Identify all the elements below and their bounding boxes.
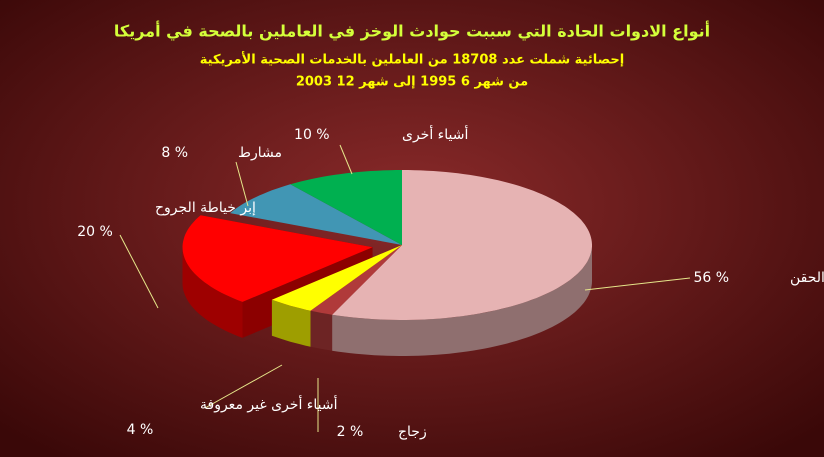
value-label: 4 % [127,422,154,438]
slice-side [332,245,592,356]
slice-label: إبر خياطة الجروح [155,200,256,216]
value-label: 8 % [161,145,188,161]
slice [290,170,402,245]
slice-label: زجاج [398,424,427,440]
slice-label: أشياء أخرى غير معروفة [200,395,338,413]
chart-subtitle: إحصائية شملت عدد 18708 من العاملين بالخد… [200,51,624,68]
slice-label: إبر الحقن [790,270,824,286]
value-label: 2 % [337,424,364,440]
leader-line [119,234,159,309]
slice [230,184,402,245]
chart-subtitle: من شهر 6 1995 إلى شهر 12 2003 [296,75,528,90]
slice-label: مشارط [238,145,282,161]
slice-side [310,310,333,351]
leader-line [204,364,283,409]
slice-side [182,247,243,338]
labels: إبر الحقن 56 % زجاج 2 % أشياء أخرى غير معروف… [77,125,824,440]
leader-line [235,161,249,207]
leader-line [584,277,691,291]
leader-line [339,144,353,175]
slice-label: أشياء أخرى [402,125,468,143]
value-label: 20 % [77,224,113,240]
pie-tops [182,170,592,320]
slice [310,245,402,315]
slice [182,215,373,302]
chart-title: أنواع الادوات الحادة التي سببت حوادث الو… [114,21,710,42]
value-label: 56 % [694,270,730,286]
slice [332,170,592,320]
slice [271,245,402,311]
slice-side [271,299,311,347]
value-label: 10 % [294,127,330,143]
